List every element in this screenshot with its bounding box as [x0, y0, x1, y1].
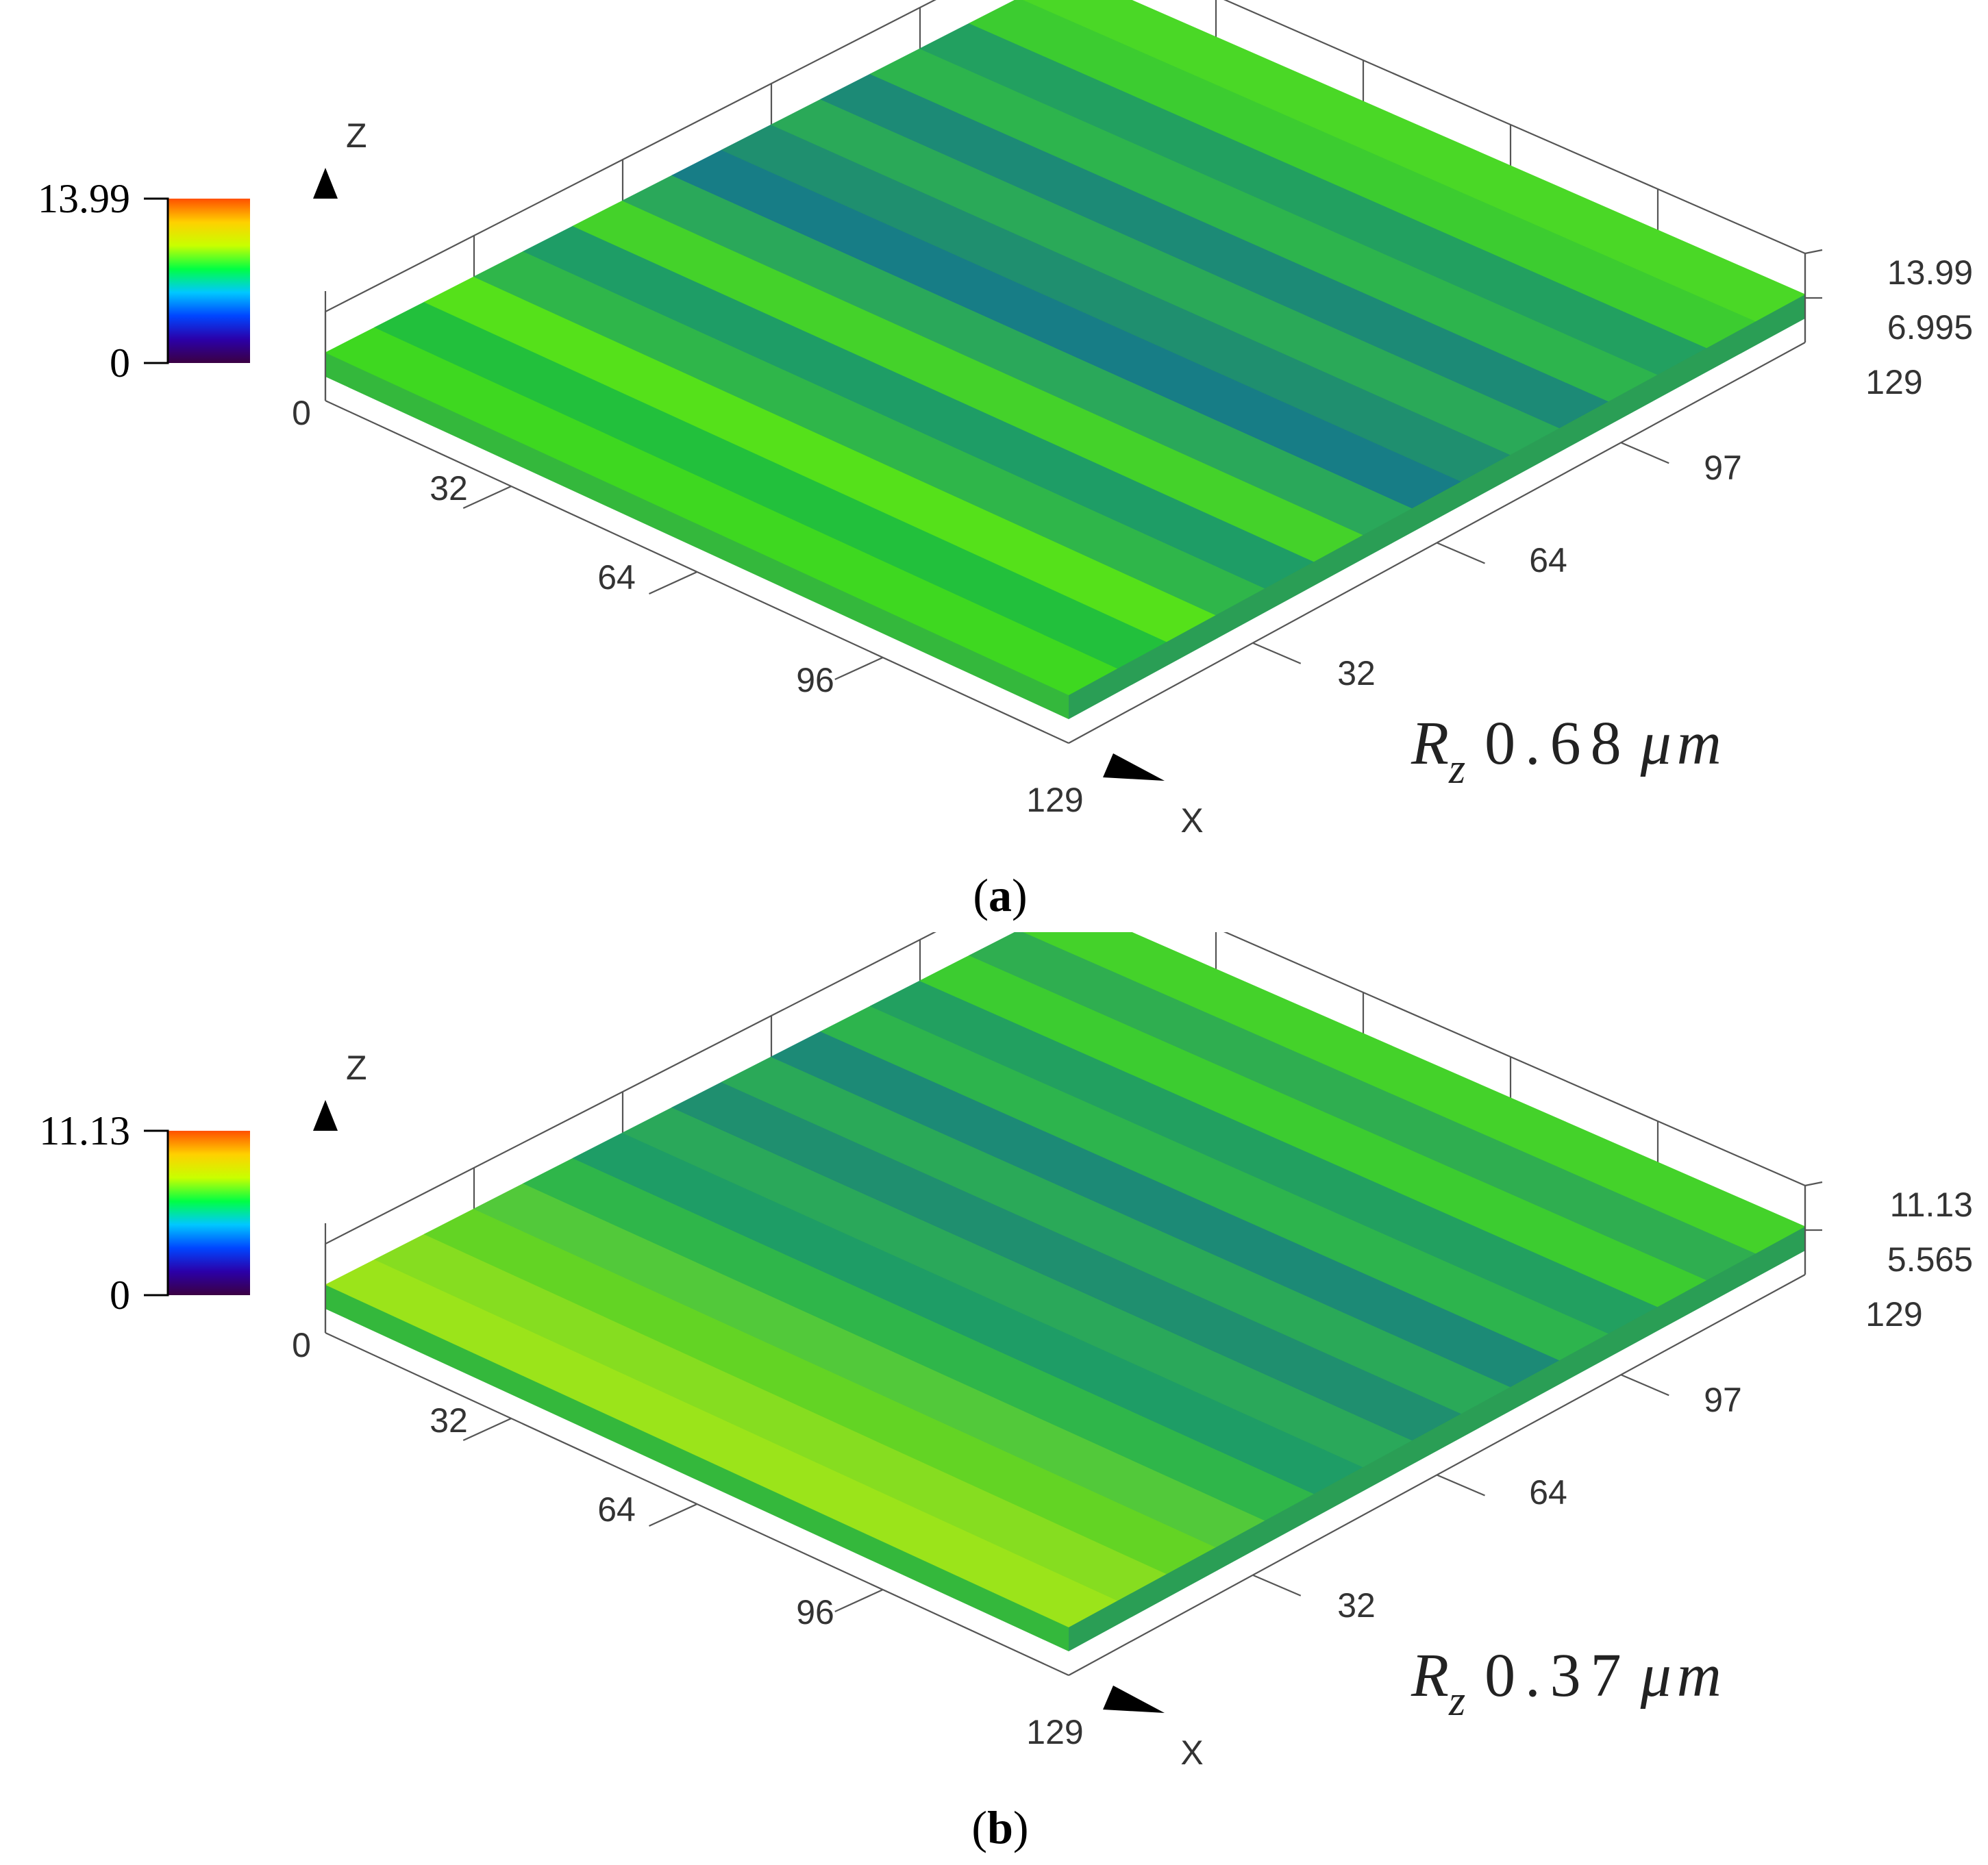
- z-tick-label-max: 13.99: [1887, 253, 1973, 292]
- surface-front-edge: [325, 353, 1069, 719]
- y-tick-label: 32: [1337, 1586, 1376, 1625]
- z-tick-label-mid: 6.995: [1887, 308, 1973, 347]
- z-axis-arrow: [313, 1100, 338, 1131]
- y-tick-mark: [1437, 542, 1485, 564]
- x-tick-label: 96: [796, 1593, 834, 1631]
- surface-front-edge: [325, 1285, 1069, 1651]
- colorbar-gradient: [168, 199, 250, 363]
- colorbar-max-label: 11.13: [39, 1108, 130, 1153]
- y-tick-mark: [1437, 1474, 1485, 1497]
- x-tick-label: 32: [430, 469, 468, 508]
- surface-side-edge: [1069, 295, 1805, 719]
- panel-caption: (a): [973, 869, 1027, 921]
- x-tick-label: 129: [1026, 781, 1083, 819]
- rz-value: 0.37: [1484, 1642, 1631, 1710]
- z-tick-label-mid: 5.565: [1887, 1240, 1973, 1279]
- y-tick-mark: [1620, 1374, 1669, 1397]
- y-tick-mark: [1252, 642, 1302, 664]
- x-tick-label: 129: [1026, 1713, 1083, 1751]
- y-tick-label: 32: [1337, 654, 1376, 692]
- panel-caption: (b): [971, 1801, 1028, 1853]
- x-tick-label: 96: [796, 661, 834, 699]
- x-tick-mark: [462, 1417, 512, 1442]
- y-tick-label: 64: [1529, 1473, 1567, 1512]
- z-axis-arrow: [313, 168, 338, 199]
- rz-annotation: Rz 0.37 μm: [1411, 1642, 1727, 1725]
- surface-plot-a: Z X 0 32 64 96 129 32 64 97 129 13.99 6.995 13.99 0 Rz 0…: [38, 0, 1973, 921]
- x-tick-mark: [462, 485, 512, 510]
- rz-symbol: R: [1411, 1642, 1449, 1710]
- x-axis-arrow: [1103, 753, 1165, 781]
- z-tick-mark: [1804, 249, 1823, 255]
- rz-subscript: z: [1448, 1678, 1465, 1725]
- surface: [324, 932, 1806, 1651]
- surface-plot-b: Z X 0 32 64 96 129 32 64 97 129 11.13 5.565 11.13 0 Rz 0…: [39, 932, 1973, 1853]
- rz-value: 0.68: [1484, 710, 1631, 777]
- colorbar-min-label: 0: [110, 340, 130, 386]
- x-tick-label: 0: [292, 1326, 311, 1364]
- y-tick-label: 97: [1704, 449, 1742, 487]
- z-tick-label-max: 11.13: [1890, 1186, 1973, 1224]
- colorbar-min-label: 0: [110, 1273, 130, 1318]
- colorbar-max-label: 13.99: [38, 176, 130, 221]
- y-tick-mark: [1252, 1574, 1302, 1597]
- y-tick-label: 64: [1529, 541, 1567, 579]
- axes: Z X 0 32 64 96 129 32 64 97 129 11.13 5.565: [292, 1049, 1973, 1772]
- y-tick-mark: [1620, 442, 1669, 464]
- z-axis-label: Z: [346, 1049, 367, 1087]
- rz-annotation: Rz 0.68 μm: [1411, 710, 1727, 792]
- surface: [324, 0, 1806, 719]
- rz-unit: μm: [1640, 1642, 1727, 1710]
- surface-side-edge: [1069, 1227, 1805, 1651]
- rz-unit: μm: [1640, 710, 1727, 777]
- z-axis-label: Z: [346, 116, 367, 155]
- rz-subscript: z: [1448, 746, 1465, 792]
- colorbar: 11.13 0: [39, 1108, 250, 1318]
- x-axis-label: X: [1180, 801, 1203, 840]
- x-tick-label: 0: [292, 394, 311, 432]
- rz-symbol: R: [1411, 710, 1449, 777]
- colorbar-bracket: [144, 197, 169, 364]
- colorbar-gradient: [168, 1131, 250, 1295]
- colorbar-bracket: [144, 1129, 169, 1297]
- y-tick-label: 129: [1865, 363, 1922, 401]
- x-axis-arrow: [1103, 1686, 1165, 1713]
- x-tick-mark: [649, 1503, 697, 1527]
- x-tick-mark: [834, 1588, 884, 1613]
- x-tick-mark: [834, 656, 884, 681]
- x-tick-label: 64: [597, 558, 636, 597]
- x-tick-label: 64: [597, 1490, 636, 1529]
- y-tick-label: 129: [1865, 1295, 1922, 1334]
- x-tick-label: 32: [430, 1401, 468, 1440]
- colorbar: 13.99 0: [38, 176, 250, 386]
- x-tick-mark: [649, 571, 697, 595]
- axes: Z X 0 32 64 96 129 32 64 97 129 13.99 6.995: [292, 116, 1973, 840]
- y-tick-label: 97: [1704, 1381, 1742, 1419]
- z-tick-mark: [1804, 1181, 1823, 1187]
- x-axis-label: X: [1180, 1733, 1203, 1772]
